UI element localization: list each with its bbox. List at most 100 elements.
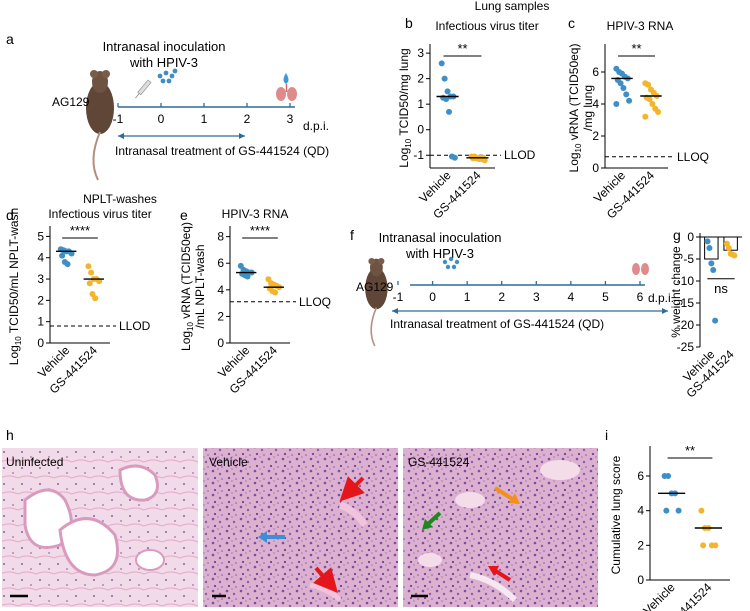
data-point: [655, 109, 662, 115]
chart-title: Infectious virus titer: [435, 19, 538, 33]
water-drop-icon: [283, 73, 289, 84]
y-tick-label: 4: [637, 504, 644, 518]
data-point: [86, 280, 93, 287]
schematic-f-strain: AG129: [356, 280, 394, 294]
timeline-tick-label: 1: [464, 290, 471, 304]
y-axis-label-sub: 10: [404, 138, 413, 147]
y-tick-label: -10: [677, 274, 695, 288]
y-tick-label: 0: [217, 336, 224, 350]
syringe-icon: [135, 79, 152, 99]
y-tick-label: 4: [592, 97, 599, 111]
y-tick-label: 5: [37, 229, 44, 243]
y-axis-label-sub: 10: [574, 143, 583, 152]
y-axis-label-rest: vRNA (TCID50eq): [179, 222, 193, 322]
y-tick-label: 1: [37, 315, 44, 329]
data-point: [88, 269, 95, 276]
y-tick-label: 2: [37, 293, 44, 307]
data-point: [649, 101, 656, 107]
panel-letter-i: i: [605, 427, 608, 443]
y-axis-label-sub: 10: [186, 322, 195, 331]
data-point: [441, 75, 448, 82]
data-point: [443, 96, 450, 103]
data-point: [59, 252, 66, 259]
timeline-tick-label: 1: [201, 112, 208, 126]
y-tick-label: -20: [677, 318, 695, 332]
timeline-tick-label: 2: [498, 290, 505, 304]
y-tick-label: 2: [592, 129, 599, 143]
panel-letter-a: a: [6, 31, 14, 47]
data-point: [708, 260, 715, 267]
data-point: [704, 238, 711, 245]
y-tick-label: 0: [37, 336, 44, 350]
data-point: [451, 154, 458, 161]
data-point: [244, 273, 251, 280]
y-tick-label: -5: [683, 252, 694, 266]
y-axis-label-prefix: Log: [7, 345, 21, 365]
histology-panel-vehicle: [203, 448, 398, 607]
timeline-tick-label: 3: [287, 112, 294, 126]
data-point: [725, 245, 732, 251]
histology-label-uninfected: Uninfected: [6, 455, 63, 469]
chart-title: HPIV-3 RNA: [222, 207, 289, 221]
y-tick-label: 0: [592, 161, 599, 175]
y-axis-label: Log10 TCID50/mL NPLT-wash: [7, 208, 23, 365]
data-point: [620, 85, 627, 91]
data-point: [663, 507, 670, 514]
y-axis-label: % weight change: [669, 246, 683, 338]
timeline-tick-label: 5: [602, 290, 609, 304]
schematic-f-treatment: Intranasal treatment of GS-441524 (QD): [390, 317, 604, 331]
timeline-tick-label: 0: [429, 290, 436, 304]
panel-letter-c: c: [568, 15, 575, 31]
data-point: [444, 88, 451, 95]
timeline-tick-label: 0: [158, 112, 165, 126]
mouse-icon: [86, 70, 114, 181]
data-point: [642, 113, 649, 120]
significance-label: ****: [250, 223, 270, 238]
data-point: [438, 60, 445, 67]
significance-label: **: [685, 443, 695, 458]
heading-nplt-washes: NPLT-washes: [83, 192, 157, 206]
data-point: [710, 267, 717, 273]
schematic-a: Intranasal inoculation with HPIV-3 AG129: [52, 39, 329, 181]
schematic-a-title-1: Intranasal inoculation: [103, 39, 226, 54]
data-point: [665, 473, 672, 479]
data-point: [712, 317, 719, 324]
schematic-f: Intranasal inoculation with HPIV-3 AG129…: [356, 230, 674, 347]
y-axis-label-prefix: Log: [179, 331, 193, 351]
significance-label: **: [457, 41, 467, 56]
reference-line-label: LLOD: [504, 148, 536, 162]
y-tick-label: 0: [637, 573, 644, 587]
data-point: [700, 542, 707, 549]
schematic-a-title-2: with HPIV-3: [129, 55, 198, 70]
histology-label-gs441524: GS-441524: [408, 455, 470, 469]
data-point: [85, 263, 92, 270]
timeline-tick-label: 4: [568, 290, 575, 304]
data-point: [626, 97, 633, 104]
y-axis-label-rest: vRNA (TCID50eq): [567, 44, 581, 144]
panel-letter-b: b: [405, 15, 413, 31]
y-tick-label: 4: [217, 283, 224, 297]
virus-dots-icon: [157, 68, 178, 84]
y-axis-label-prefix: Log: [397, 148, 411, 168]
chart-title: Infectious virus titer: [48, 207, 151, 221]
y-tick-label: 0: [417, 123, 424, 137]
y-tick-label: 1: [417, 97, 424, 111]
data-point: [446, 108, 453, 115]
data-point: [613, 101, 620, 107]
y-tick-label: 3: [417, 46, 424, 60]
y-tick-label: 6: [592, 65, 599, 79]
data-point: [623, 91, 630, 98]
timeline-tick-label: 2: [244, 112, 251, 126]
data-point: [272, 289, 279, 296]
y-tick-label: 6: [217, 256, 224, 270]
y-tick-label: -25: [677, 340, 695, 354]
timeline-ticks: -1 0 1 2 3: [113, 103, 294, 126]
data-point: [712, 542, 719, 549]
reference-line-label: LLOD: [119, 319, 151, 333]
data-point: [92, 295, 99, 302]
